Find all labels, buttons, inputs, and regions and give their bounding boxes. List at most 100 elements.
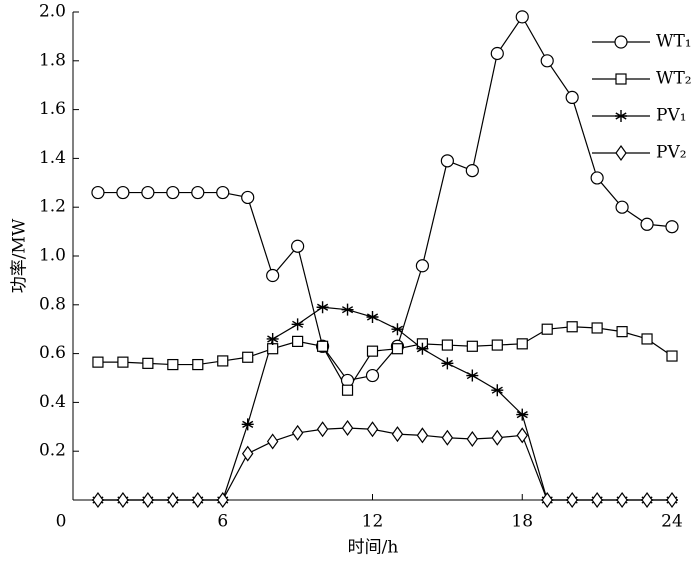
marker bbox=[192, 358, 204, 371]
marker bbox=[366, 345, 379, 357]
marker bbox=[91, 185, 105, 200]
marker bbox=[515, 10, 529, 24]
y-tick-label: 1.8 bbox=[39, 50, 66, 70]
x-tick-label: 18 bbox=[511, 512, 533, 532]
marker bbox=[217, 355, 229, 367]
marker bbox=[167, 491, 179, 509]
x-tick-label: 24 bbox=[661, 512, 683, 532]
marker bbox=[416, 342, 429, 355]
y-tick-label: 2.0 bbox=[39, 2, 66, 22]
series-line bbox=[97, 306, 672, 501]
marker bbox=[92, 491, 104, 509]
marker bbox=[516, 427, 528, 444]
y-axis-label: 功率/MW bbox=[10, 218, 30, 293]
series-line bbox=[97, 15, 673, 382]
marker bbox=[491, 429, 504, 446]
marker bbox=[641, 491, 653, 509]
marker bbox=[666, 350, 678, 362]
marker bbox=[640, 217, 654, 231]
marker bbox=[167, 358, 179, 371]
x-tick-label: 6 bbox=[217, 512, 228, 532]
marker bbox=[665, 220, 679, 234]
marker bbox=[366, 421, 379, 438]
marker bbox=[616, 326, 628, 338]
marker bbox=[366, 311, 379, 323]
marker bbox=[117, 491, 129, 509]
marker bbox=[491, 384, 504, 397]
marker bbox=[267, 343, 279, 355]
marker bbox=[616, 491, 628, 509]
marker bbox=[415, 259, 430, 273]
marker bbox=[341, 419, 354, 437]
marker bbox=[291, 239, 305, 253]
marker bbox=[241, 445, 254, 462]
y-tick-label: 1.6 bbox=[39, 99, 66, 119]
y-tick-label: 0.8 bbox=[39, 294, 66, 314]
marker bbox=[316, 301, 329, 314]
y-tick-label: 1.0 bbox=[39, 246, 66, 266]
marker bbox=[491, 339, 503, 351]
x-axis-label: 时间/h bbox=[348, 538, 399, 558]
marker bbox=[590, 171, 604, 185]
legend-label: PV₁ bbox=[656, 106, 687, 126]
marker bbox=[241, 418, 254, 431]
legend-marker bbox=[614, 35, 628, 49]
marker bbox=[241, 190, 255, 205]
x-tick-label: 12 bbox=[362, 512, 384, 532]
marker bbox=[490, 46, 504, 61]
marker bbox=[365, 368, 380, 383]
x-tick-label: 0 bbox=[56, 512, 67, 532]
marker bbox=[291, 318, 304, 331]
marker bbox=[466, 340, 478, 352]
marker bbox=[591, 322, 603, 334]
marker bbox=[391, 426, 404, 443]
marker bbox=[641, 333, 653, 345]
marker bbox=[541, 323, 553, 335]
marker bbox=[440, 154, 454, 168]
marker bbox=[266, 332, 279, 345]
series-line bbox=[97, 326, 673, 392]
marker bbox=[142, 357, 154, 369]
marker bbox=[266, 433, 279, 450]
legend-label: PV₂ bbox=[656, 143, 687, 163]
marker bbox=[242, 351, 254, 363]
series-line bbox=[97, 427, 672, 501]
y-tick-label: 1.2 bbox=[39, 197, 66, 217]
marker bbox=[316, 421, 329, 438]
marker bbox=[116, 185, 130, 200]
marker bbox=[217, 491, 229, 509]
marker bbox=[516, 408, 529, 421]
marker bbox=[266, 268, 280, 283]
marker bbox=[466, 430, 479, 448]
marker bbox=[466, 369, 479, 382]
marker bbox=[565, 90, 579, 105]
marker bbox=[540, 54, 554, 68]
legend-marker bbox=[615, 110, 627, 122]
marker bbox=[465, 164, 479, 178]
marker bbox=[316, 340, 329, 352]
marker bbox=[141, 185, 155, 200]
marker bbox=[166, 185, 180, 200]
marker bbox=[216, 185, 230, 200]
marker bbox=[566, 321, 578, 333]
marker bbox=[615, 200, 629, 214]
marker bbox=[291, 424, 304, 441]
marker bbox=[292, 335, 304, 347]
marker bbox=[142, 491, 154, 509]
marker bbox=[566, 491, 578, 509]
legend-label: WT₂ bbox=[656, 69, 692, 89]
y-tick-label: 0.2 bbox=[39, 441, 66, 461]
y-tick-label: 0.4 bbox=[39, 392, 66, 412]
marker bbox=[341, 303, 354, 316]
marker bbox=[441, 339, 453, 351]
legend-label: WT₁ bbox=[656, 32, 692, 52]
marker bbox=[117, 356, 129, 368]
legend-marker bbox=[615, 144, 627, 162]
marker bbox=[191, 185, 205, 200]
y-tick-label: 1.4 bbox=[39, 148, 66, 168]
marker bbox=[192, 491, 204, 509]
marker bbox=[441, 357, 454, 370]
marker bbox=[391, 323, 404, 336]
marker bbox=[516, 338, 528, 350]
